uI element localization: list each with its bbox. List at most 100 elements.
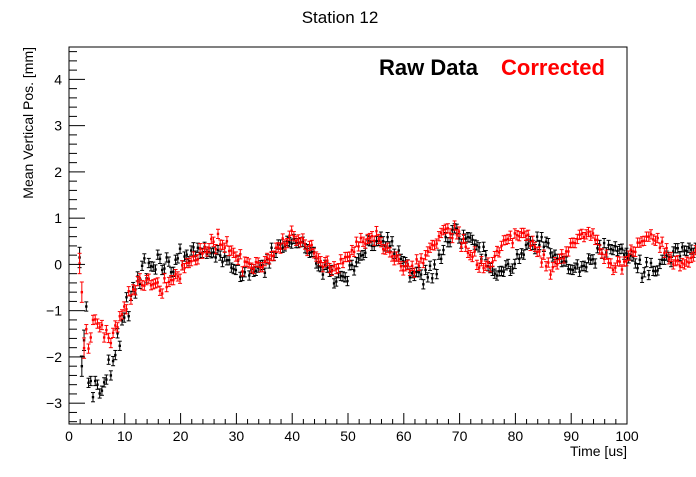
data-point [241, 270, 244, 273]
data-point [299, 241, 302, 244]
data-point [134, 289, 137, 292]
data-point [522, 253, 525, 256]
data-point [219, 254, 222, 257]
data-point [593, 238, 597, 242]
data-point [672, 250, 675, 253]
data-point [589, 234, 592, 237]
plot-frame [68, 46, 628, 425]
data-point [506, 262, 510, 266]
data-point [451, 236, 454, 240]
data-point [578, 270, 581, 274]
data-point [165, 285, 168, 289]
data-point [509, 234, 512, 237]
data-point [569, 241, 572, 245]
data-point [687, 246, 691, 249]
data-point [129, 298, 133, 301]
data-point [495, 249, 499, 253]
data-point [355, 260, 358, 264]
data-point [169, 278, 173, 282]
data-point [230, 249, 233, 252]
data-point [254, 269, 258, 273]
data-point [602, 241, 606, 245]
data-point [413, 271, 416, 274]
data-point [337, 266, 340, 270]
data-point [308, 251, 311, 255]
data-point [498, 270, 501, 273]
data-point [567, 267, 570, 271]
data-point [611, 248, 615, 252]
data-point [620, 268, 624, 271]
data-point [169, 271, 173, 274]
data-point [638, 258, 642, 261]
data-point [585, 265, 588, 269]
data-point [270, 246, 273, 249]
data-point [339, 258, 342, 261]
data-point [314, 255, 318, 258]
data-point [143, 257, 146, 260]
data-point [652, 238, 655, 241]
data-point [243, 260, 246, 263]
data-point [658, 262, 662, 266]
data-point [375, 229, 378, 233]
data-point [85, 305, 88, 308]
y-tick-label: −2 [46, 349, 62, 365]
data-point [393, 252, 396, 255]
data-point [212, 240, 215, 243]
data-point [402, 259, 405, 263]
data-point [279, 247, 282, 250]
data-point [127, 315, 130, 318]
data-point [143, 284, 146, 287]
data-point [444, 235, 447, 239]
data-point [388, 245, 392, 248]
data-point [138, 277, 142, 280]
data-point [649, 261, 653, 265]
data-point [335, 280, 338, 283]
data-point [321, 273, 325, 276]
data-point [422, 283, 425, 286]
data-point [466, 235, 470, 239]
data-point [511, 267, 514, 270]
data-point [256, 261, 260, 264]
data-point [178, 277, 182, 280]
data-point [80, 290, 84, 294]
data-point [442, 228, 445, 232]
data-point [288, 241, 291, 244]
data-point [317, 265, 320, 268]
x-tick-label: 40 [284, 428, 300, 444]
data-point [107, 358, 110, 361]
data-point [558, 257, 561, 261]
data-point [138, 282, 142, 286]
data-point [448, 232, 452, 235]
data-point [183, 266, 186, 270]
data-point [167, 260, 171, 263]
data-point [210, 237, 213, 241]
data-point [348, 255, 351, 258]
data-point [482, 266, 485, 270]
data-point [314, 262, 318, 265]
data-point [317, 257, 320, 260]
data-point [524, 234, 528, 237]
data-point [446, 227, 450, 230]
data-point [118, 344, 121, 348]
data-point [196, 258, 200, 261]
data-point [176, 275, 180, 278]
data-point [397, 258, 400, 261]
data-point [647, 235, 650, 238]
data-point [428, 264, 432, 267]
data-point [582, 235, 586, 239]
data-point [571, 268, 575, 272]
data-point [473, 250, 476, 253]
data-point [364, 242, 367, 245]
data-point [149, 284, 153, 287]
data-point [433, 263, 436, 266]
data-point [582, 264, 586, 267]
data-point [187, 261, 191, 265]
data-point [460, 245, 463, 249]
data-point [163, 267, 166, 270]
data-point [361, 253, 365, 257]
data-point [683, 263, 686, 266]
data-point [616, 249, 619, 253]
data-point [149, 265, 153, 268]
data-point [636, 266, 639, 270]
data-point [672, 263, 675, 266]
